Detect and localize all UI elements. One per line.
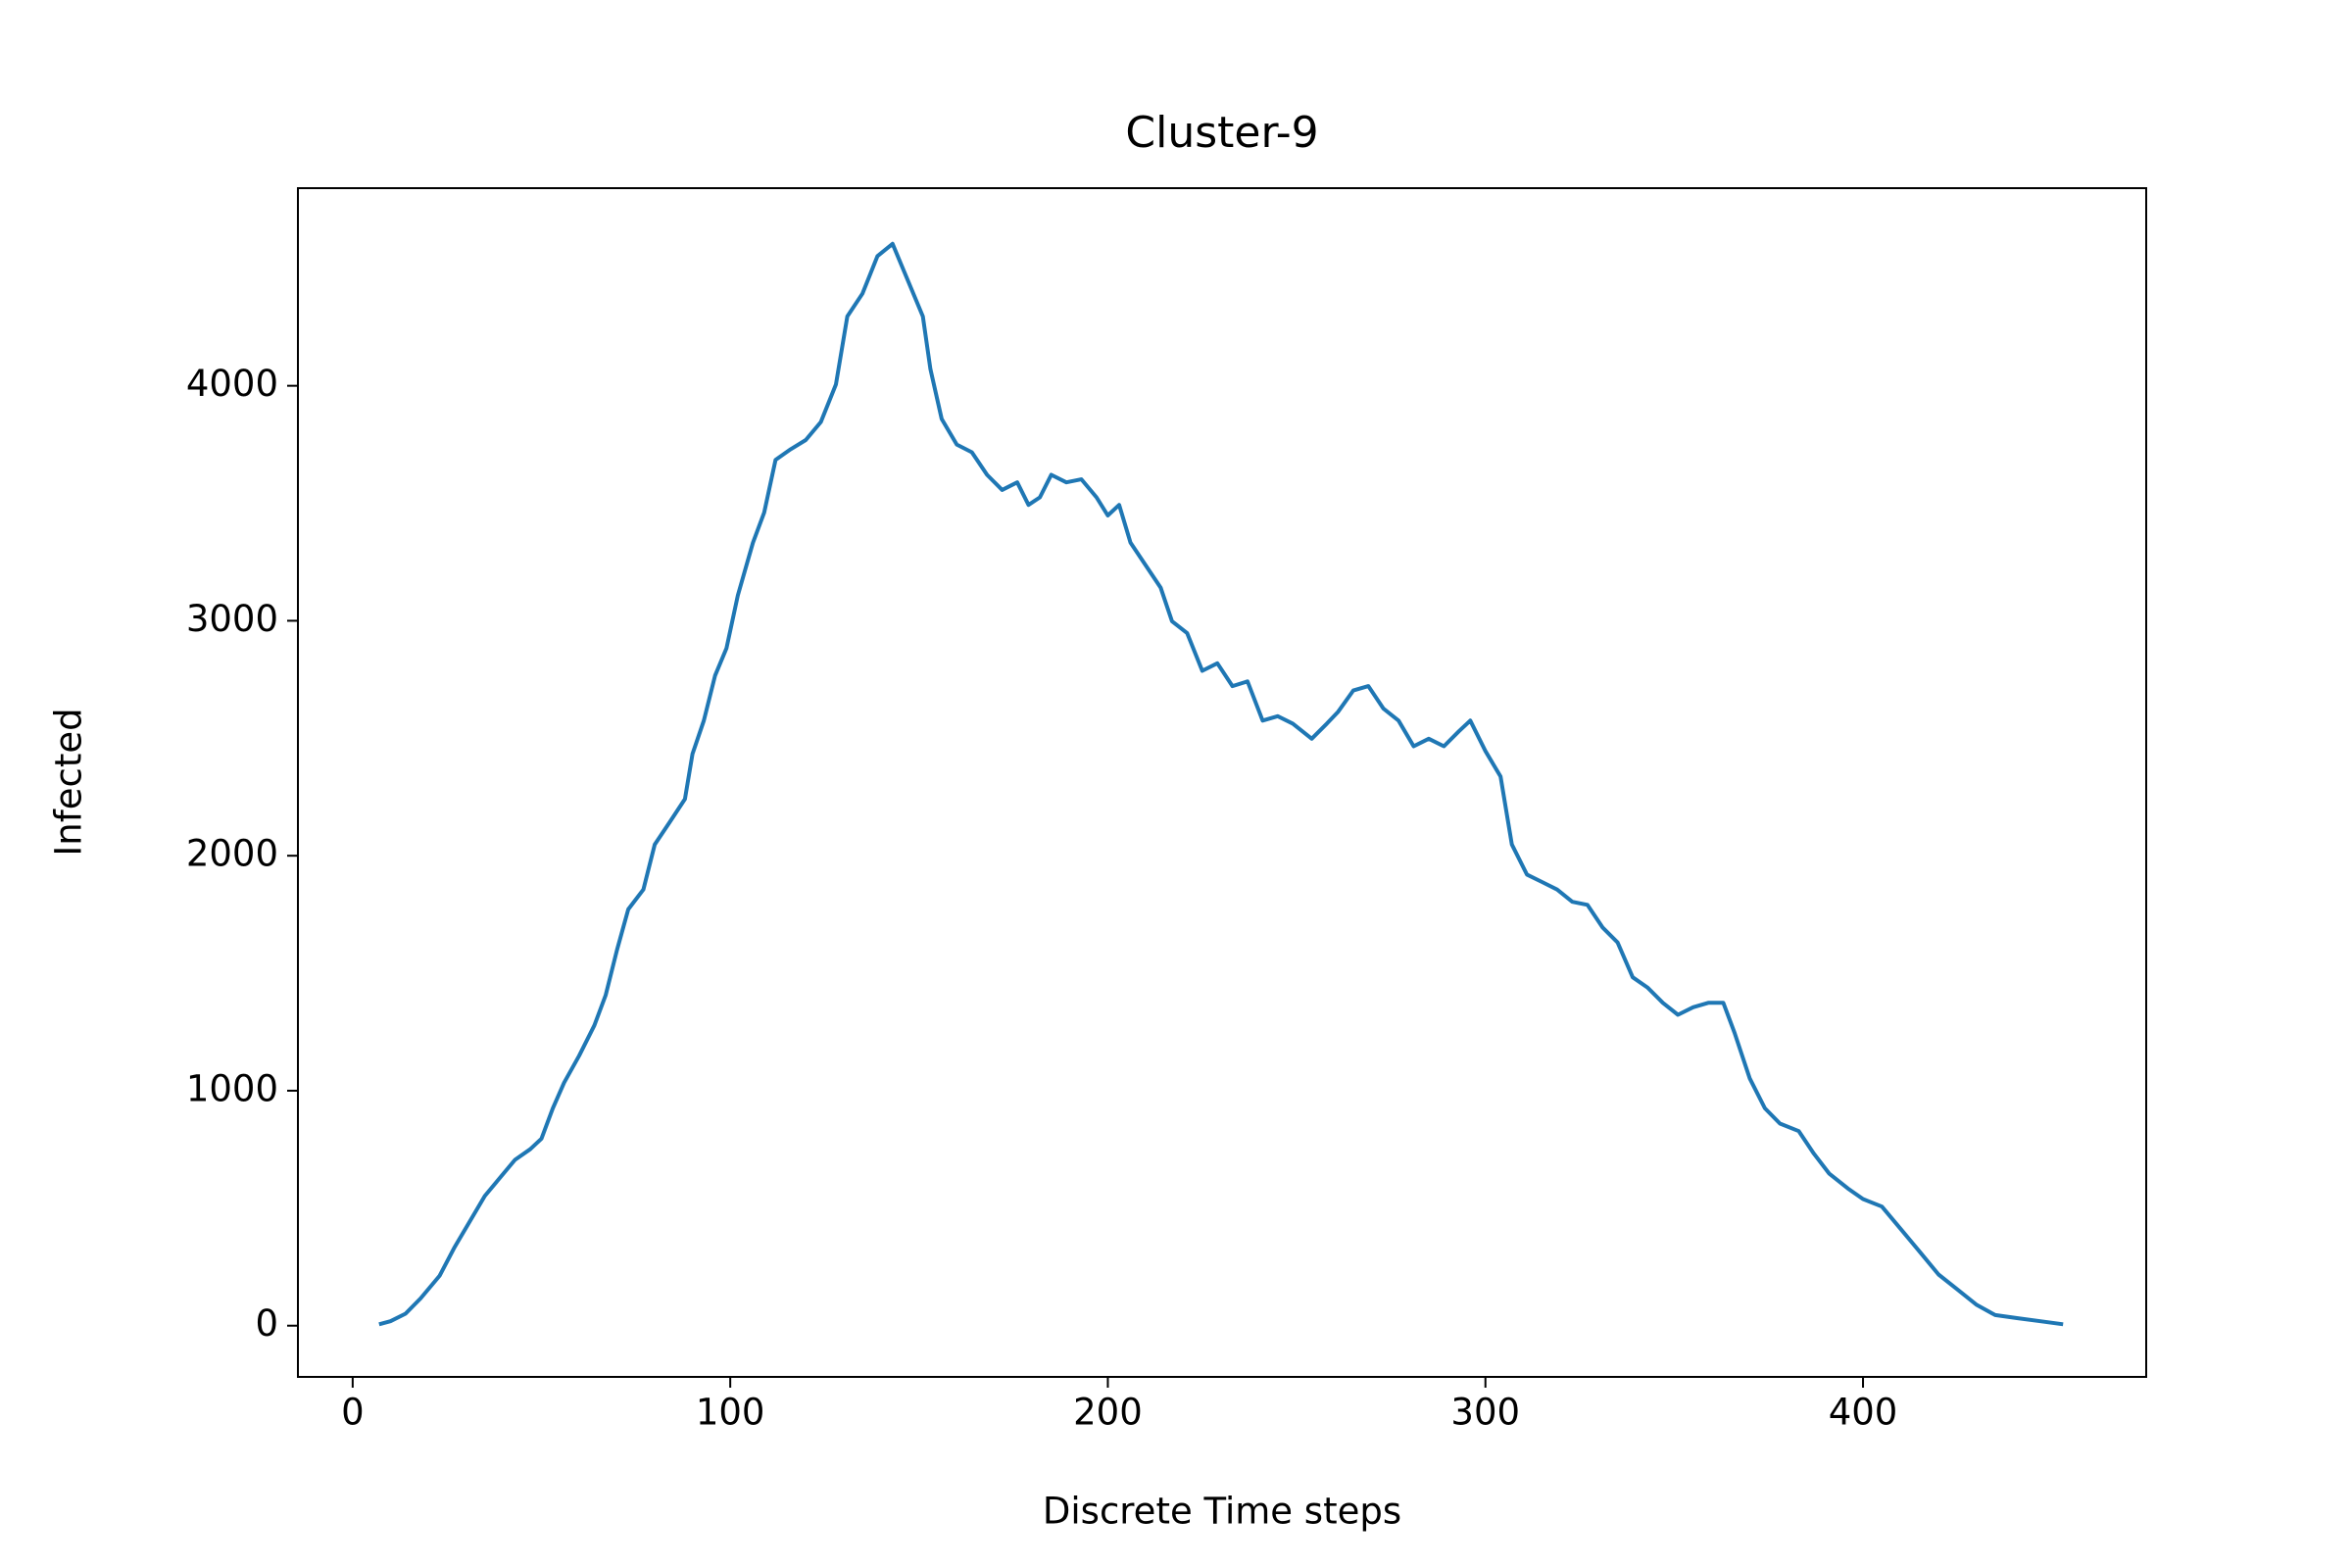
y-tick-label: 2000	[186, 833, 278, 875]
y-axis-label: Infected	[48, 708, 90, 856]
data-line	[378, 241, 2064, 1327]
x-tick-label: 400	[1829, 1392, 1898, 1434]
y-tick-label: 3000	[186, 598, 278, 640]
plot-frame	[297, 187, 2147, 1378]
y-tick-label: 0	[255, 1302, 278, 1345]
x-tick-label: 200	[1073, 1392, 1143, 1434]
y-tick-label: 1000	[186, 1067, 278, 1109]
x-axis-label: Discrete Time steps	[1043, 1491, 1401, 1533]
y-tick-label: 4000	[186, 363, 278, 405]
chart-title: Cluster-9	[1125, 108, 1318, 158]
x-tick-label: 0	[341, 1392, 365, 1434]
x-tick-label: 100	[696, 1392, 765, 1434]
x-tick-label: 300	[1450, 1392, 1520, 1434]
